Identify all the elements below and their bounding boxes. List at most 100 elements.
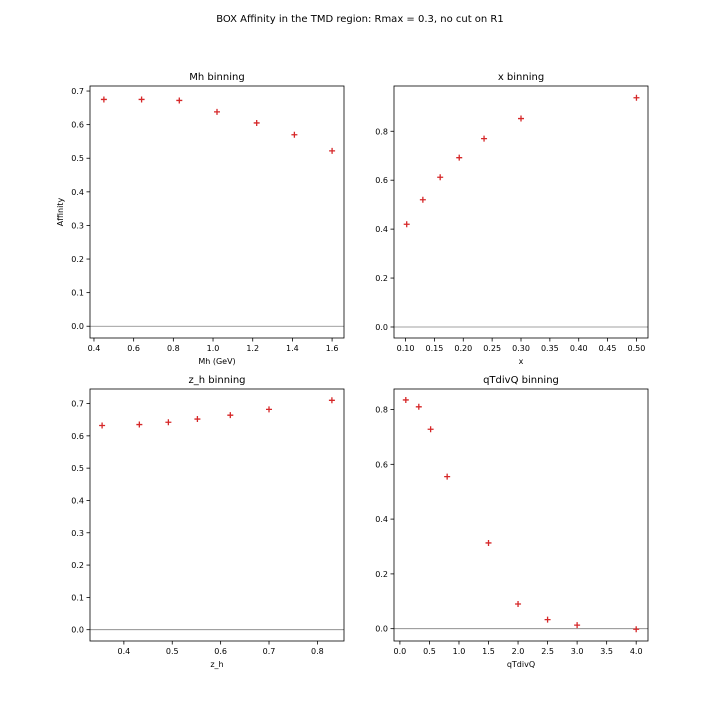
axes-frame	[393, 388, 649, 642]
x-tick-label: 1.0	[207, 344, 220, 353]
x-tick-label: 1.5	[482, 647, 495, 656]
x-tick-label: 0.6	[214, 647, 227, 656]
y-tick-label: 0.1	[71, 289, 84, 298]
y-tick-label: 0.3	[71, 221, 84, 230]
x-tick-label: 0.5	[166, 647, 179, 656]
y-tick-label: 0.7	[71, 87, 84, 96]
subplot-3: z_h binning 0.4 0.5 0.6 0.7 0.8 0.0 0.1 0.2 0.3 0.…	[71, 375, 345, 669]
x-tick-label: 0.6	[127, 344, 140, 353]
y-tick-label: 0.4	[71, 496, 84, 505]
x-tick-label: 0.50	[628, 344, 646, 353]
y-tick-label: 0.2	[71, 255, 84, 264]
x-tick-label: 0.8	[311, 647, 324, 656]
data-point	[176, 97, 183, 104]
data-point	[456, 154, 463, 161]
data-point	[633, 94, 640, 101]
data-point	[227, 412, 234, 419]
y-tick-label: 0.0	[375, 625, 388, 634]
y-tick-label: 0.0	[375, 323, 388, 332]
y-tick-label: 0.6	[375, 176, 388, 185]
data-point	[415, 403, 422, 410]
y-tick-label: 0.6	[71, 121, 84, 130]
y-tick-label: 0.8	[375, 406, 388, 415]
x-tick-label: 0.25	[483, 344, 501, 353]
y-tick-label: 0.4	[71, 188, 84, 197]
data-point	[544, 616, 551, 623]
x-tick-label: 3.0	[571, 647, 584, 656]
data-point	[100, 96, 107, 103]
data-point	[518, 115, 524, 122]
data-point	[427, 426, 434, 433]
y-tick-label: 0.4	[375, 515, 388, 524]
x-tick-label: 0.7	[263, 647, 276, 656]
x-tick-label: 0.5	[423, 647, 436, 656]
subplot-grid: Mh binning 0.4 0.6 0.8 1.0 1.2 1.4 1.6 0.0 0.1 0.2…	[56, 72, 649, 669]
subplot-title: Mh binning	[189, 72, 244, 83]
x-tick-label: 1.4	[286, 344, 299, 353]
x-tick-label: 4.0	[630, 647, 643, 656]
x-tick-label: 0.10	[397, 344, 415, 353]
x-axis-label: z_h	[210, 660, 223, 669]
x-tick-label: 1.2	[246, 344, 259, 353]
y-tick-label: 0.4	[375, 225, 388, 234]
x-tick-label: 1.0	[453, 647, 466, 656]
data-point	[291, 131, 298, 138]
y-tick-label: 0.2	[375, 274, 388, 283]
y-tick-label: 0.5	[71, 464, 84, 473]
data-point	[481, 135, 488, 142]
data-point	[444, 473, 451, 480]
subplot-title: z_h binning	[188, 375, 245, 386]
y-tick-label: 0.6	[375, 460, 388, 469]
data-point	[403, 221, 410, 228]
x-tick-label: 0.4	[117, 647, 130, 656]
data-point	[329, 147, 336, 154]
y-tick-label: 0.2	[71, 561, 84, 570]
y-axis-label: Affinity	[56, 198, 65, 227]
data-point	[266, 406, 273, 413]
x-tick-label: 2.5	[541, 647, 554, 656]
x-tick-label: 0.20	[454, 344, 472, 353]
y-tick-label: 0.8	[375, 127, 388, 136]
axes-frame	[89, 388, 345, 642]
subplot-title: x binning	[498, 72, 544, 83]
figure-title: BOX Affinity in the TMD region: Rmax = 0…	[216, 14, 504, 25]
subplot-1: Mh binning 0.4 0.6 0.8 1.0 1.2 1.4 1.6 0.0 0.1 0.2…	[56, 72, 345, 366]
x-tick-label: 3.5	[600, 647, 613, 656]
axes-frame	[393, 85, 649, 339]
x-axis-label: Mh (GeV)	[198, 357, 235, 366]
data-point	[136, 421, 143, 428]
x-axis-label: qTdivQ	[507, 660, 535, 669]
y-tick-label: 0.0	[71, 626, 84, 635]
x-tick-label: 0.45	[599, 344, 617, 353]
y-tick-label: 0.5	[71, 154, 84, 163]
data-point	[165, 419, 172, 426]
x-tick-label: 1.6	[326, 344, 339, 353]
x-tick-label: 0.8	[167, 344, 180, 353]
y-tick-label: 0.0	[71, 322, 84, 331]
x-tick-label: 0.0	[394, 647, 407, 656]
y-tick-label: 0.1	[71, 593, 84, 602]
x-axis-label: x	[519, 357, 524, 366]
data-point	[99, 422, 106, 429]
x-tick-label: 0.30	[512, 344, 530, 353]
data-point	[485, 539, 492, 546]
y-tick-label: 0.6	[71, 432, 84, 441]
subplot-4: qTdivQ binning 0.0 0.5 1.0 1.5 2.0 2.5 3.0 3.5 4.…	[375, 375, 649, 669]
axes-frame	[89, 85, 345, 339]
x-tick-label: 0.40	[570, 344, 588, 353]
subplot-title: qTdivQ binning	[483, 375, 559, 386]
data-point	[402, 396, 409, 403]
data-point	[194, 416, 201, 423]
x-tick-label: 2.0	[512, 647, 525, 656]
data-point	[328, 397, 335, 404]
data-point	[515, 601, 522, 608]
data-point	[633, 626, 640, 633]
data-point	[214, 108, 220, 115]
y-tick-label: 0.2	[375, 570, 388, 579]
y-tick-label: 0.7	[71, 400, 84, 409]
y-tick-label: 0.3	[71, 529, 84, 538]
data-point	[253, 119, 260, 126]
x-tick-label: 0.4	[88, 344, 101, 353]
